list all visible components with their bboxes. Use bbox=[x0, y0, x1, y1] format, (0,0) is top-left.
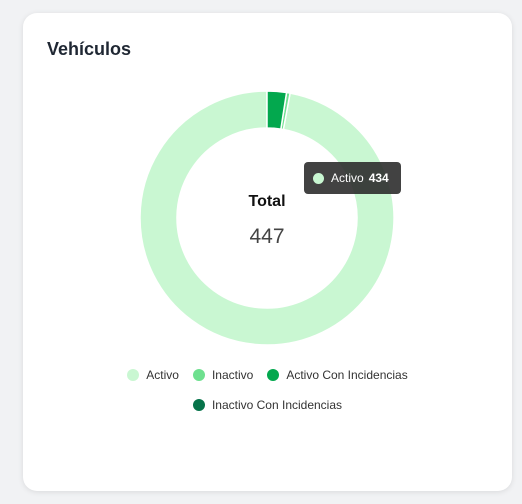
card-title: Vehículos bbox=[47, 39, 132, 59]
donut-slice-activo-con-incidencias[interactable] bbox=[266, 90, 288, 130]
chart-legend: Activo Inactivo Activo Con Incidencias Inac… bbox=[23, 368, 512, 412]
legend-swatch bbox=[192, 399, 205, 411]
legend-label: Activo bbox=[146, 368, 179, 382]
tooltip-color-dot bbox=[313, 172, 324, 184]
tooltip-label: Activo bbox=[331, 171, 364, 185]
donut-slice-activo[interactable] bbox=[139, 90, 395, 346]
legend-swatch bbox=[127, 369, 140, 381]
legend-label: Inactivo bbox=[211, 368, 254, 382]
legend-swatch bbox=[267, 369, 280, 381]
donut-chart[interactable] bbox=[23, 13, 512, 363]
legend-item-inactivo[interactable]: Inactivo bbox=[192, 368, 254, 382]
tooltip-value: 434 bbox=[368, 171, 389, 185]
legend-item-activo[interactable]: Activo bbox=[127, 368, 179, 382]
legend-item-activo-con-incidencias[interactable]: Activo Con Incidencias bbox=[267, 368, 408, 382]
legend-item-inactivo-con-incidencias[interactable]: Inactivo Con Incidencias bbox=[192, 398, 343, 412]
legend-label: Inactivo Con Incidencias bbox=[211, 398, 343, 412]
total-value: 447 bbox=[249, 225, 285, 248]
chart-tooltip: Activo 434 bbox=[304, 162, 401, 194]
total-label: Total bbox=[248, 193, 286, 210]
legend-label: Activo Con Incidencias bbox=[286, 368, 408, 382]
vehicles-card: Vehículos Total 447 Activo 434 Activo Ina… bbox=[23, 13, 512, 491]
legend-swatch bbox=[192, 369, 205, 381]
